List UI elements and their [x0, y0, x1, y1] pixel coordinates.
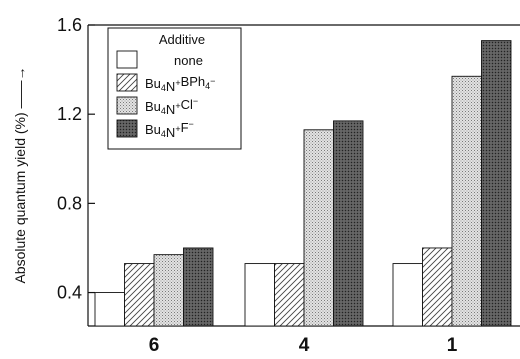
legend-swatch [116, 50, 138, 69]
category-label: 4 [299, 335, 310, 356]
bar [333, 120, 364, 327]
category-label: 1 [447, 335, 458, 356]
legend-label: none [174, 53, 203, 68]
y-tick-label: 0.8 [57, 193, 82, 213]
y-ticks: 0.4 0.8 1.2 1.6 [57, 15, 95, 303]
category-label: 6 [149, 335, 160, 356]
legend-swatch [116, 119, 138, 138]
legend-swatch [116, 73, 138, 92]
legend-label: Bu4N+F− [145, 119, 194, 140]
bar [422, 247, 453, 327]
category-labels: 6 4 1 [149, 335, 458, 356]
legend-swatch [116, 96, 138, 115]
bar [183, 247, 214, 327]
bar [94, 292, 125, 327]
bars [94, 40, 512, 327]
legend-items: none Bu4N+BPh4−Bu4N+Cl−Bu4N+F− [116, 50, 215, 140]
legend-title: Additive [159, 32, 205, 47]
bar [124, 263, 155, 327]
bar [274, 263, 305, 327]
y-tick-label: 1.2 [57, 104, 82, 124]
bar [303, 129, 334, 327]
legend-label: Bu4N+BPh4− [145, 74, 215, 94]
y-axis-title: Absolute quantum yield (%) ——→ [12, 66, 28, 283]
bar [451, 75, 482, 327]
legend-label: Bu4N+Cl− [145, 96, 198, 117]
y-tick-label: 1.6 [57, 15, 82, 35]
bar [392, 263, 423, 327]
legend: Additive none Bu4N+BPh4−Bu4N+Cl−Bu4N+F− [107, 27, 242, 150]
y-tick-label: 0.4 [57, 283, 82, 303]
bar [153, 254, 184, 327]
bar [481, 40, 512, 327]
bar [244, 263, 275, 327]
